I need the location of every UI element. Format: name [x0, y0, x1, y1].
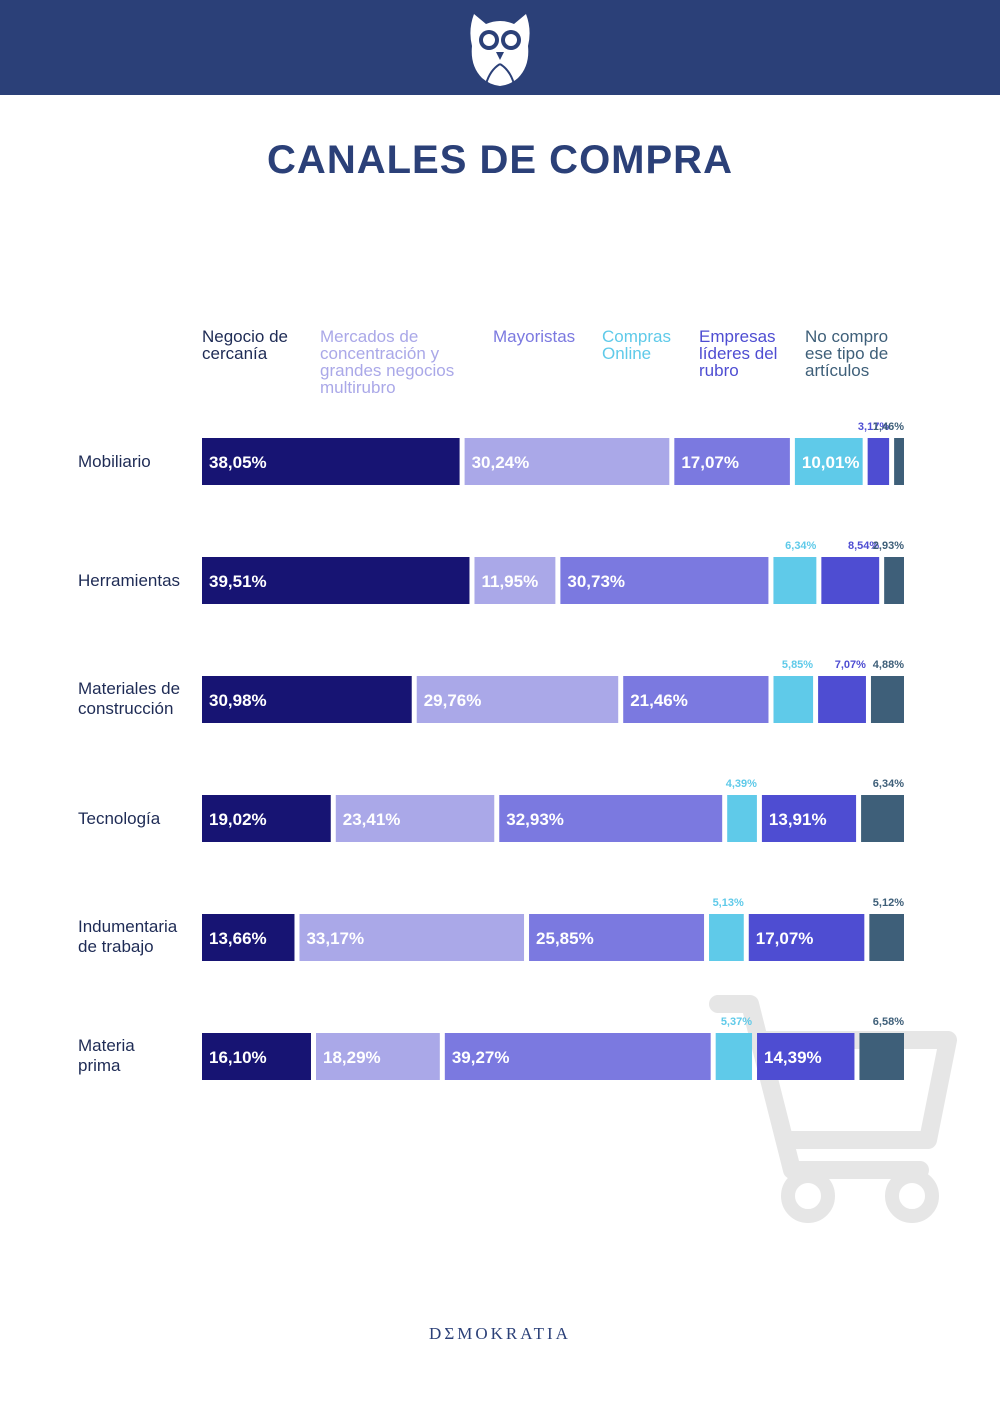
bar-segment: [727, 795, 757, 842]
bar-value-label: 17,07%: [756, 929, 814, 948]
bar-segment: [316, 1033, 440, 1080]
bar-value-label: 17,07%: [681, 453, 739, 472]
bar-value-label: 33,17%: [306, 929, 364, 948]
bar-segment: [818, 676, 866, 723]
bar-segment: [821, 557, 880, 604]
legend-item: Mayoristas: [493, 327, 576, 346]
bar-segment: [757, 1033, 855, 1080]
bar-segment: [867, 438, 890, 485]
bar-value-label: 14,39%: [764, 1048, 822, 1067]
bar-value-label: 6,34%: [785, 540, 816, 552]
bar-value-label: 21,46%: [630, 691, 688, 710]
bar-value-label: 13,66%: [209, 929, 267, 948]
bar-value-label: 1,46%: [873, 421, 904, 433]
bar-segment: [761, 795, 857, 842]
bar-value-label: 5,12%: [873, 897, 904, 909]
category-label: Materia prima: [78, 1036, 135, 1075]
bar-segment: [674, 438, 790, 485]
bar-value-label: 6,34%: [873, 778, 904, 790]
category-label: Tecnología: [78, 809, 161, 828]
bar-segment: [861, 795, 904, 842]
bar-value-label: 16,10%: [209, 1048, 267, 1067]
legend-item: Mercados de concentración y grandes nego…: [320, 327, 455, 397]
bar-value-label: 39,51%: [209, 572, 267, 591]
legend-item: Negocio de cercanía: [202, 327, 289, 363]
bar-value-label: 5,13%: [713, 897, 744, 909]
bar-value-label: 38,05%: [209, 453, 267, 472]
category-label: Mobiliario: [78, 452, 151, 471]
bar-value-label: 29,76%: [424, 691, 482, 710]
owl-logo-icon: [470, 14, 530, 86]
bar-segment: [444, 1033, 711, 1080]
bar-segment: [794, 438, 863, 485]
bar-value-label: 39,27%: [452, 1048, 510, 1067]
bar-value-label: 4,88%: [873, 659, 904, 671]
bar-segment: [464, 438, 670, 485]
bar-segment: [416, 676, 619, 723]
bar-segment: [869, 914, 904, 961]
bar-segment: [623, 676, 769, 723]
bar-segment: [748, 914, 865, 961]
bar-segment: [773, 557, 817, 604]
category-label: Herramientas: [78, 571, 181, 590]
bar-segment: [202, 557, 470, 604]
bar-value-label: 11,95%: [481, 572, 538, 591]
bar-segment: [335, 795, 495, 842]
bar-value-label: 10,01%: [802, 453, 860, 472]
bar-segment: [773, 676, 814, 723]
legend-item: No compro ese tipo de artículos: [805, 327, 889, 380]
bar-segment: [715, 1033, 753, 1080]
bar-segment: [884, 557, 904, 604]
bar-segment: [859, 1033, 904, 1080]
bar-value-label: 2,93%: [873, 540, 904, 552]
bar-value-label: 5,85%: [782, 659, 813, 671]
bar-segment: [299, 914, 525, 961]
bar-segment: [560, 557, 769, 604]
bar-value-label: 30,98%: [209, 691, 267, 710]
bar-value-label: 30,73%: [567, 572, 625, 591]
bar-value-label: 6,58%: [873, 1016, 904, 1028]
bar-value-label: 7,07%: [835, 659, 866, 671]
bar-value-label: 30,24%: [472, 453, 530, 472]
bar-value-label: 5,37%: [721, 1016, 752, 1028]
bar-segment: [202, 795, 331, 842]
category-label: Materiales de construcción: [78, 679, 181, 718]
legend-item: Empresas líderes del rubro: [699, 327, 778, 380]
category-label: Indumentaria de trabajo: [78, 917, 178, 956]
bar-segment: [499, 795, 723, 842]
bar-value-label: 25,85%: [536, 929, 594, 948]
bar-segment: [870, 676, 904, 723]
bar-value-label: 32,93%: [506, 810, 564, 829]
bar-segment: [474, 557, 556, 604]
bar-segment: [894, 438, 904, 485]
bar-segment: [529, 914, 705, 961]
bar-segment: [202, 438, 460, 485]
bar-segment: [202, 1033, 311, 1080]
shopping-cart-icon: [709, 995, 957, 1223]
bar-segment: [709, 914, 744, 961]
bar-value-label: 18,29%: [323, 1048, 381, 1067]
bar-value-label: 8,54%: [848, 540, 879, 552]
bar-value-label: 13,91%: [769, 810, 827, 829]
bar-segment: [202, 676, 412, 723]
bar-value-label: 23,41%: [343, 810, 401, 829]
legend-item: Compras Online: [602, 327, 671, 363]
bar-segment: [202, 914, 295, 961]
bar-value-label: 3,17%: [858, 421, 889, 433]
bar-value-label: 4,39%: [726, 778, 757, 790]
bar-value-label: 19,02%: [209, 810, 267, 829]
page-title: CANALES DE COMPRA: [267, 138, 733, 182]
footer-brand: DΣMOKRATIA: [429, 1324, 571, 1343]
